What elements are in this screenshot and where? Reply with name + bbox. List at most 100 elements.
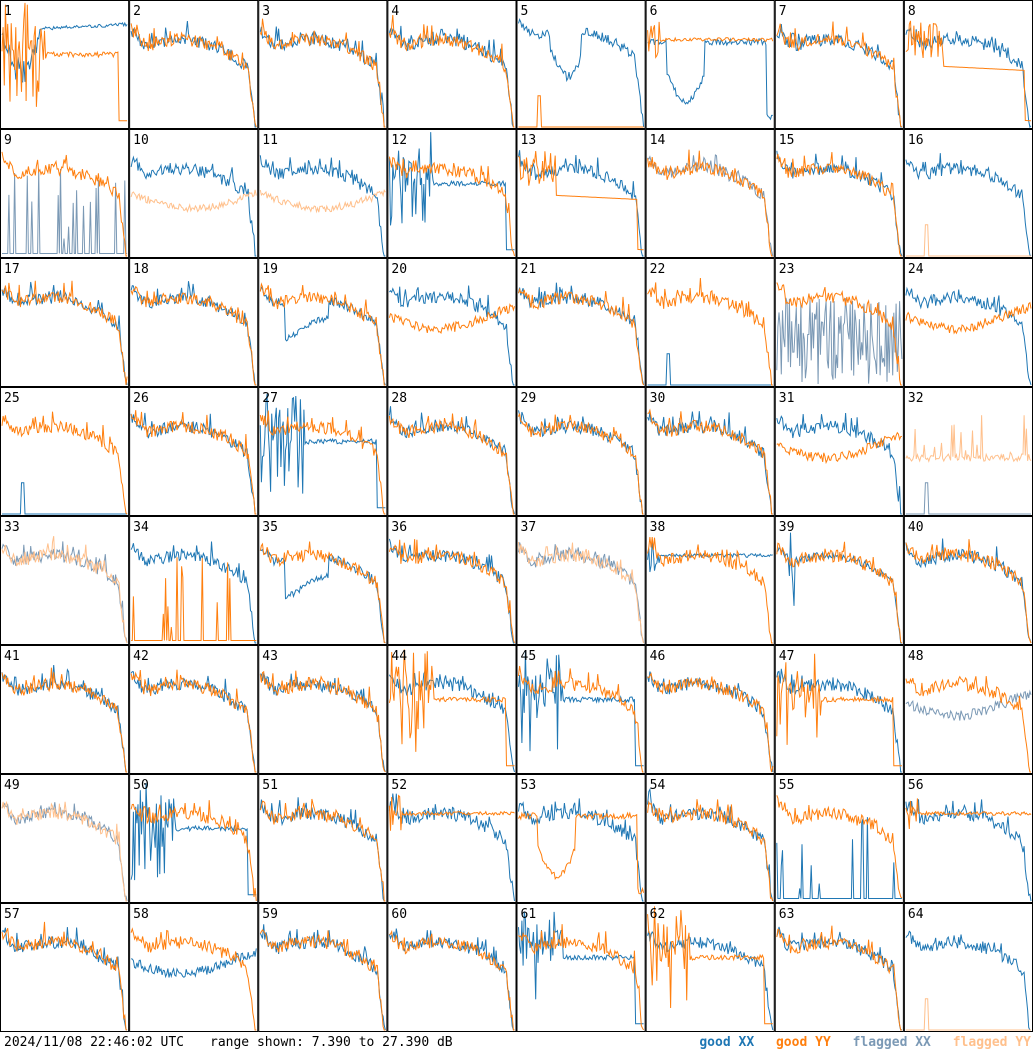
series-yy-good	[905, 539, 1032, 644]
panel-frame	[387, 516, 517, 645]
panel-label: 36	[391, 520, 407, 535]
panel-3: 3	[258, 0, 388, 129]
panel-frame	[645, 903, 775, 1032]
panel-frame	[387, 0, 517, 129]
panel-label: 29	[521, 391, 537, 406]
series-yy-good	[389, 929, 515, 1031]
panel-9: 9	[0, 129, 130, 258]
series-yy-flagged	[905, 224, 1031, 257]
series-yy-good	[388, 649, 515, 767]
series-yy-good	[905, 301, 1032, 335]
series-yy-good	[647, 799, 774, 902]
series-yy-good	[1, 280, 128, 386]
panel-frame	[903, 0, 1033, 129]
panel-label: 28	[391, 391, 407, 406]
series-yy-good	[647, 408, 773, 515]
series-yy-good	[259, 410, 386, 515]
series-yy-flagged	[905, 415, 1032, 463]
series-yy-flagged	[518, 541, 645, 644]
series-xx-flagged	[647, 154, 774, 257]
panel-6: 6	[645, 0, 775, 129]
series-xx-good	[647, 930, 774, 1031]
panel-frame	[774, 903, 904, 1032]
series-xx-good	[905, 930, 1031, 1031]
panel-frame	[387, 387, 517, 516]
panel-frame	[645, 387, 775, 516]
panel-frame	[129, 516, 259, 645]
panel-32: 32	[903, 387, 1033, 516]
panel-frame	[516, 0, 646, 129]
panel-frame	[645, 129, 775, 258]
panel-frame	[0, 258, 130, 387]
series-xx-good	[518, 911, 644, 1025]
panel-51: 51	[258, 774, 388, 903]
series-xx-good	[388, 670, 515, 773]
panel-12: 12	[387, 129, 517, 258]
series-yy-good	[1, 667, 128, 773]
series-xx-good	[518, 282, 645, 386]
series-yy-good	[259, 18, 386, 128]
series-yy-good	[647, 672, 774, 773]
panel-22: 22	[645, 258, 775, 387]
panel-frame	[516, 129, 646, 258]
panel-label: 54	[650, 778, 666, 793]
series-yy-good	[518, 287, 645, 386]
panel-frame	[387, 129, 517, 258]
panel-label: 6	[650, 4, 658, 19]
panel-label: 10	[133, 133, 149, 148]
series-yy-good	[905, 675, 1031, 773]
panel-14: 14	[645, 129, 775, 258]
series-yy-good	[131, 557, 257, 641]
panel-label: 9	[4, 133, 12, 148]
panel-label: 49	[4, 778, 20, 793]
range-label: range shown: 7.390 to 27.390 dB	[210, 1035, 453, 1050]
panel-label: 61	[521, 907, 537, 922]
panel-39: 39	[774, 516, 904, 645]
panel-label: 41	[4, 649, 20, 664]
series-yy-good	[905, 798, 1032, 830]
panel-frame	[516, 387, 646, 516]
series-yy-good	[259, 929, 386, 1031]
panel-frame	[0, 645, 130, 774]
panel-label: 43	[262, 649, 278, 664]
series-yy-good	[776, 653, 902, 767]
panel-label: 53	[521, 778, 537, 793]
panel-label: 39	[779, 520, 795, 535]
panel-frame	[516, 903, 646, 1032]
panel-frame	[645, 0, 775, 129]
panel-label: 46	[650, 649, 666, 664]
series-xx-flagged	[905, 482, 1031, 515]
series-yy-good	[776, 152, 902, 257]
panel-label: 47	[779, 649, 795, 664]
panel-frame	[387, 774, 517, 903]
panel-frame	[129, 645, 259, 774]
panel-57: 57	[0, 903, 130, 1032]
panel-label: 7	[779, 4, 787, 19]
panel-label: 17	[4, 262, 20, 277]
panel-38: 38	[645, 516, 775, 645]
panel-64: 64	[903, 903, 1033, 1032]
panel-label: 30	[650, 391, 666, 406]
panel-label: 52	[391, 778, 407, 793]
panel-frame	[645, 258, 775, 387]
panel-60: 60	[387, 903, 517, 1032]
panel-label: 13	[521, 133, 537, 148]
series-xx-good	[130, 948, 257, 979]
panel-frame	[516, 516, 646, 645]
panel-label: 31	[779, 391, 795, 406]
panel-label: 59	[262, 907, 278, 922]
panel-frame	[774, 0, 904, 129]
panel-frame	[258, 903, 388, 1032]
series-yy-good	[647, 537, 773, 644]
panel-24: 24	[903, 258, 1033, 387]
footer-bar: 2024/11/08 22:46:02 UTC range shown: 7.3…	[0, 1032, 1033, 1053]
panel-label: 40	[908, 520, 924, 535]
panel-34: 34	[129, 516, 259, 645]
series-yy-good	[647, 906, 773, 1025]
panel-frame	[0, 903, 130, 1032]
panel-label: 2	[133, 4, 141, 19]
series-yy-good	[776, 541, 903, 644]
panel-frame	[645, 774, 775, 903]
panel-label: 21	[521, 262, 537, 277]
panel-label: 4	[391, 4, 399, 19]
